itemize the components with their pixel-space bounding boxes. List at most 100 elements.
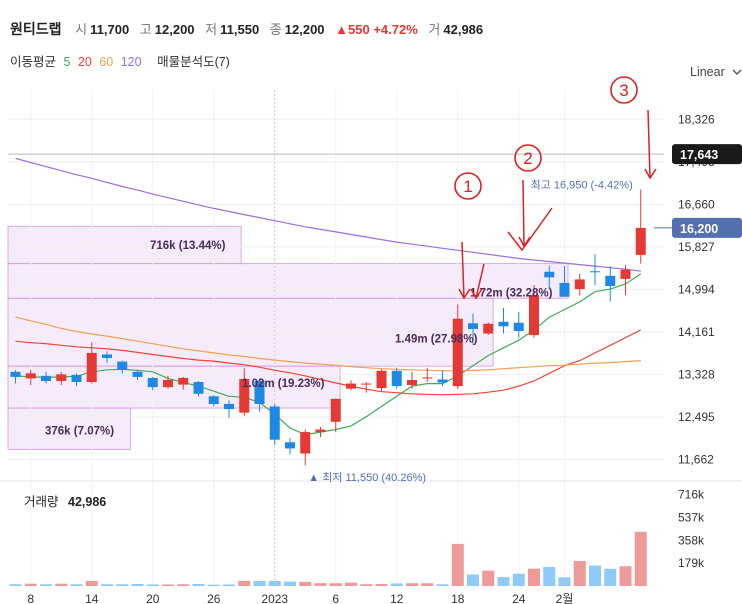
scale-toggle[interactable]: Linear xyxy=(690,65,742,79)
candle-body xyxy=(300,432,311,454)
volume-bar xyxy=(146,584,159,586)
open-value: 11,700 xyxy=(90,22,130,37)
high-value: 12,200 xyxy=(154,22,195,37)
volume-bar xyxy=(329,583,342,586)
moving-average-ma60 xyxy=(15,316,641,372)
volume-bar xyxy=(299,581,312,586)
volume-bar xyxy=(573,560,586,586)
volume-bar xyxy=(24,583,37,586)
candle xyxy=(635,189,646,264)
candles xyxy=(10,189,646,466)
candle xyxy=(468,313,478,346)
annotation-arrowhead xyxy=(644,168,657,180)
candle-body xyxy=(71,374,82,383)
annotation-circle xyxy=(454,172,482,200)
change-value: ▲550 +4.72% xyxy=(335,22,418,37)
candle-body xyxy=(407,379,417,386)
y-tick-label: 14,161 xyxy=(678,325,715,339)
candle xyxy=(544,265,555,290)
candle-body xyxy=(269,406,280,440)
candle-body xyxy=(41,375,51,381)
annotation-circle xyxy=(514,144,542,172)
candle xyxy=(330,398,341,433)
candle xyxy=(498,307,509,334)
candle xyxy=(208,395,219,407)
volume-bar xyxy=(177,584,190,586)
volume-bar xyxy=(207,584,220,586)
y-tick-label: 11,662 xyxy=(678,453,714,467)
y-tick-label: 14,994 xyxy=(678,282,715,296)
ohlc-summary: 원티드랩 시 11,700 고 12,200 저 11,550 종 12,200 ▲55… xyxy=(10,19,490,39)
volume-bar xyxy=(192,583,205,586)
volume-bar xyxy=(70,584,83,586)
volume-bar xyxy=(101,584,113,586)
candle-body xyxy=(224,403,234,410)
x-tick-label: 14 xyxy=(85,592,99,604)
ma-period-5: 5 xyxy=(63,55,71,69)
volume-bar xyxy=(116,584,129,586)
annotation-arrowhead xyxy=(458,288,471,300)
candle-body xyxy=(330,398,341,422)
moving-average-ma20 xyxy=(15,329,642,396)
candle xyxy=(559,266,570,297)
candle xyxy=(590,254,600,286)
annotation-2: 2 xyxy=(514,144,542,248)
candle-body xyxy=(163,379,173,388)
volume-tick-label: 537k xyxy=(678,510,705,524)
annotation-number: 3 xyxy=(619,81,628,100)
candle xyxy=(254,378,265,412)
close-label: 종 xyxy=(269,22,282,37)
volume-bar xyxy=(55,583,68,586)
volume-tick-label: 179k xyxy=(678,556,705,570)
candle xyxy=(483,322,494,336)
volume-profile-band xyxy=(7,263,569,299)
candle xyxy=(315,426,326,438)
ma-period-20: 20 xyxy=(77,55,92,69)
candle xyxy=(25,369,36,386)
current-price-text: 16,200 xyxy=(680,222,718,236)
volume-bar xyxy=(467,574,479,586)
annotation-number: 2 xyxy=(523,149,532,168)
volume-bar xyxy=(253,580,266,586)
volume-bar xyxy=(40,584,52,586)
volume-bar xyxy=(345,582,357,586)
candle xyxy=(361,382,372,393)
ma-label: 이동평균 xyxy=(10,55,57,69)
candle-body xyxy=(452,318,463,387)
annotation-1: 1 xyxy=(454,172,485,300)
volume-pane-title: 거래량 xyxy=(24,495,59,509)
volume-bar xyxy=(162,584,174,586)
candle-body xyxy=(56,374,67,381)
volume-bar xyxy=(223,584,235,586)
close-value: 12,200 xyxy=(284,22,325,37)
candle-body xyxy=(590,271,600,273)
candle-body xyxy=(376,370,387,389)
volume-profile-label: 매물분석도(7) xyxy=(157,55,230,69)
volume-tick-label: 716k xyxy=(678,488,705,502)
annotation-arrowhead xyxy=(470,288,483,300)
volume-bar xyxy=(558,577,571,586)
indicator-legend[interactable]: 이동평균 5 20 60 120 매물분석도(7) xyxy=(10,51,234,70)
volume-bar xyxy=(512,573,525,586)
hand-annotations: 1 2 3 xyxy=(454,76,657,300)
open-label: 시 xyxy=(75,22,88,37)
volume-value: 42,986 xyxy=(443,22,484,37)
low-value: 11,550 xyxy=(220,22,260,37)
volume-profile-labels: 716k (13.44%) 1.72m (32.28%) 1.49m (27.98%… xyxy=(45,240,553,437)
low-marker: ▲ 최저 11,550 (40.26%) xyxy=(308,471,426,484)
candle-body xyxy=(468,323,478,329)
candle xyxy=(452,304,463,389)
volume-bar xyxy=(528,568,540,586)
candle-body xyxy=(315,429,326,433)
x-tick-label: 18 xyxy=(451,592,465,604)
header: 원티드랩 시 11,700 고 12,200 저 11,550 종 12,200 ▲55… xyxy=(0,0,742,69)
y-tick-label: 18,326 xyxy=(678,112,715,126)
volume-profile-band xyxy=(7,365,341,409)
candle xyxy=(102,351,112,364)
candle xyxy=(269,403,280,445)
candle xyxy=(574,273,585,296)
volume-bar xyxy=(390,583,403,586)
annotation-arrow xyxy=(647,109,651,179)
candle xyxy=(437,370,448,387)
